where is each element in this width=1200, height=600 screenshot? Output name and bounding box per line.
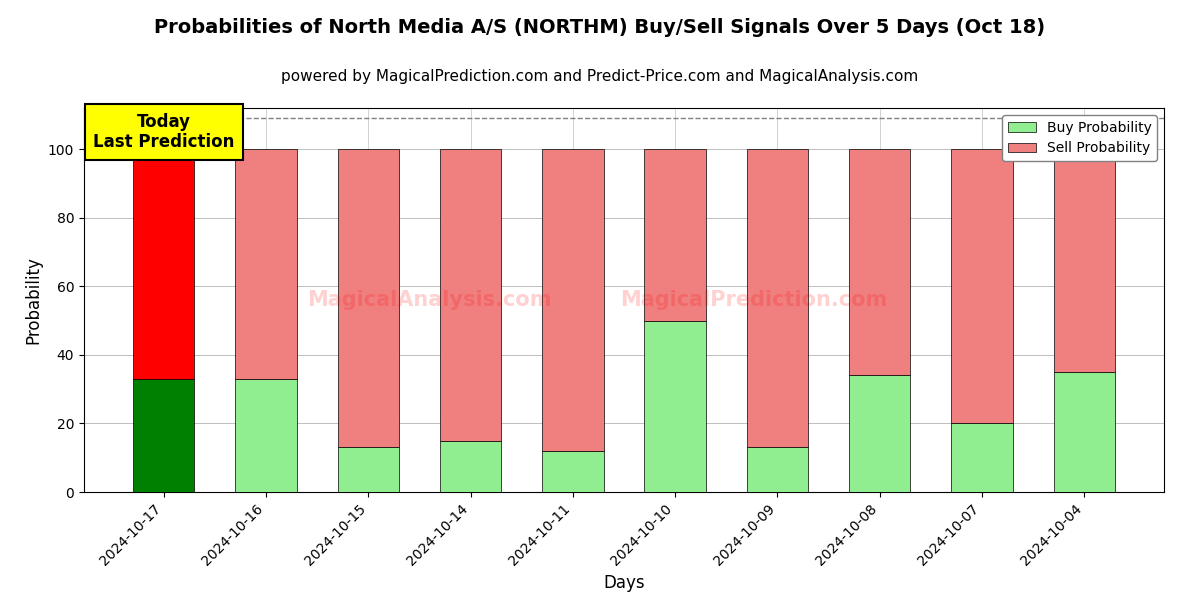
Bar [235,379,296,492]
Bar [440,149,502,440]
Bar [952,424,1013,492]
Bar [1054,372,1115,492]
Bar [850,149,911,376]
Text: Today
Last Prediction: Today Last Prediction [94,113,234,151]
Bar [952,149,1013,424]
Bar [644,149,706,320]
X-axis label: Days: Days [604,574,644,592]
Bar [542,149,604,451]
Legend: Buy Probability, Sell Probability: Buy Probability, Sell Probability [1002,115,1157,161]
Bar [1054,149,1115,372]
Bar [337,448,400,492]
Text: Probabilities of North Media A/S (NORTHM) Buy/Sell Signals Over 5 Days (Oct 18): Probabilities of North Media A/S (NORTHM… [155,18,1045,37]
Bar [644,320,706,492]
Bar [133,149,194,379]
Bar [337,149,400,448]
Text: MagicalPrediction.com: MagicalPrediction.com [620,290,887,310]
Y-axis label: Probability: Probability [24,256,42,344]
Text: powered by MagicalPrediction.com and Predict-Price.com and MagicalAnalysis.com: powered by MagicalPrediction.com and Pre… [281,69,919,84]
Bar [440,440,502,492]
Bar [542,451,604,492]
Bar [235,149,296,379]
Bar [746,149,808,448]
Bar [746,448,808,492]
Bar [133,379,194,492]
Bar [850,376,911,492]
Text: MagicalAnalysis.com: MagicalAnalysis.com [307,290,552,310]
